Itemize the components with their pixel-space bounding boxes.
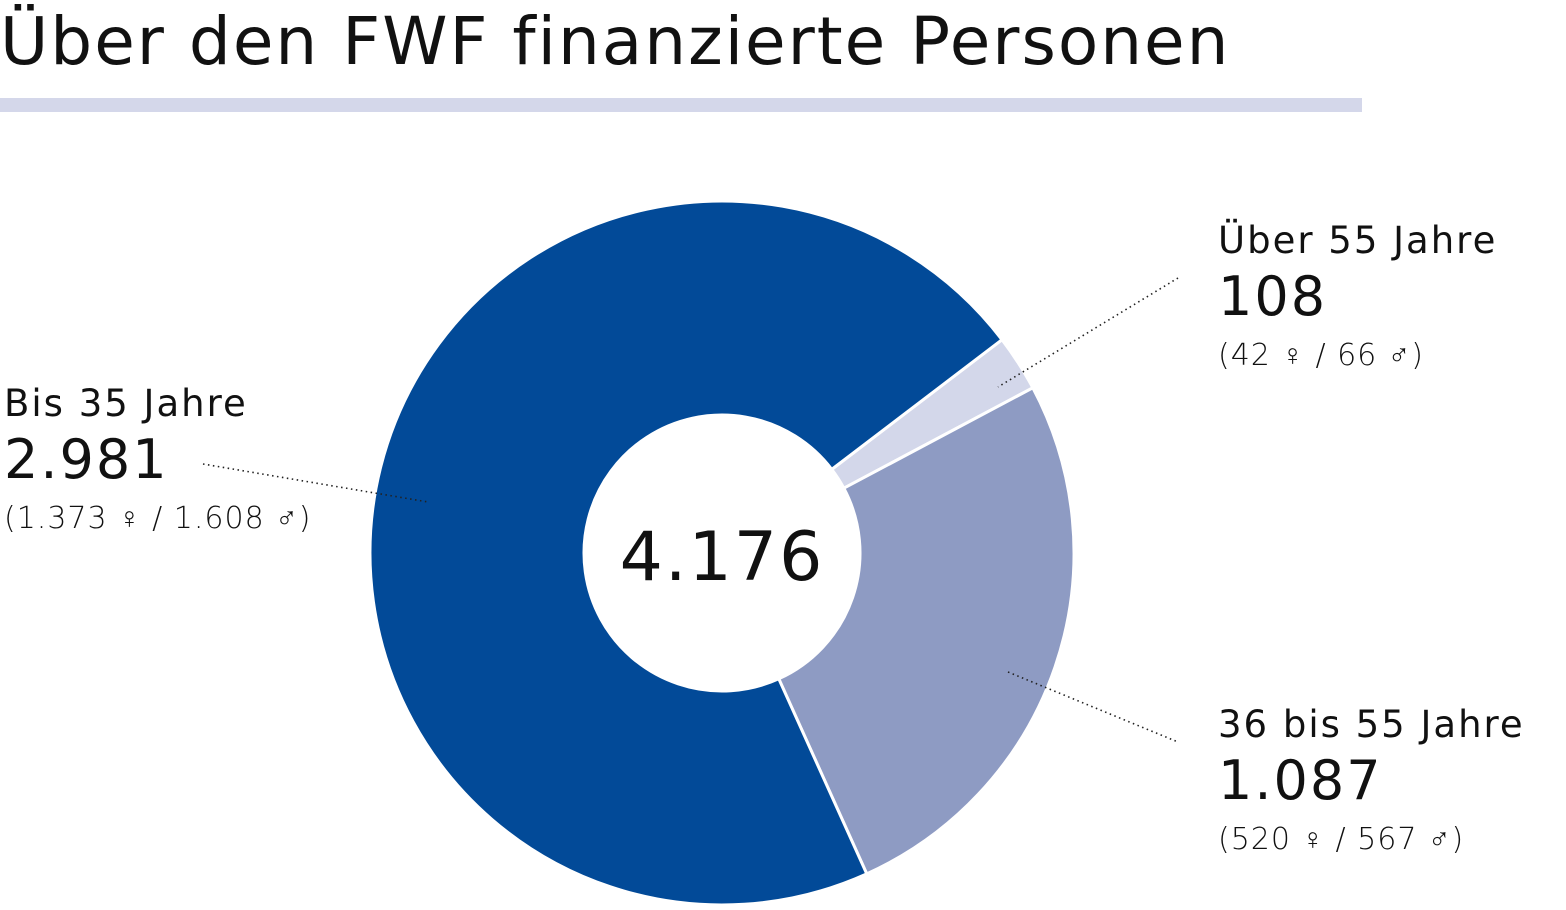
label-ueber-55-value: 108 (1218, 265, 1328, 328)
total-label: 4.176 (619, 518, 825, 597)
label-36-bis-55-value: 1.087 (1218, 749, 1383, 812)
label-36-bis-55-split: (520 ♀ / 567 ♂) (1218, 822, 1465, 857)
chart-title: Über den FWF finanzierte Personen (0, 3, 1231, 80)
label-36-bis-55: 36 bis 55 Jahre 1.087 (520 ♀ / 567 ♂) (1218, 703, 1525, 865)
label-bis-35-split: (1.373 ♀ / 1.608 ♂) (4, 501, 312, 536)
label-ueber-55-name: Über 55 Jahre (1218, 219, 1498, 262)
title-underline (0, 98, 1362, 112)
leader-line-bis-35 (202, 463, 429, 503)
label-36-bis-55-name: 36 bis 55 Jahre (1218, 703, 1525, 746)
donut-slice-bis35 (368, 199, 1005, 907)
label-ueber-55: Über 55 Jahre 108 (42 ♀ / 66 ♂) (1218, 219, 1497, 381)
donut-slice-bis55 (776, 385, 1076, 876)
label-bis-35-name: Bis 35 Jahre (4, 382, 248, 425)
label-ueber-55-split: (42 ♀ / 66 ♂) (1218, 338, 1425, 373)
label-bis-35: Bis 35 Jahre 2.981 (1.373 ♀ / 1.608 ♂) (4, 382, 311, 544)
leader-line-ueber-55 (997, 277, 1179, 388)
label-bis-35-value: 2.981 (4, 428, 169, 491)
leader-line-36-bis-55 (1007, 671, 1179, 743)
